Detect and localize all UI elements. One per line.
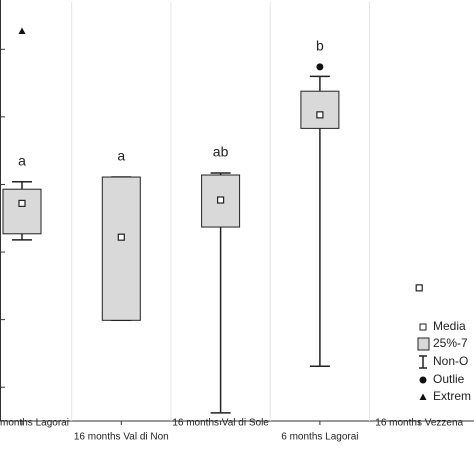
median bbox=[18, 199, 26, 207]
group-letter: b bbox=[316, 38, 324, 54]
legend-outlier bbox=[419, 376, 427, 384]
median bbox=[117, 233, 125, 241]
legend-median bbox=[419, 323, 427, 331]
legend-extreme bbox=[419, 393, 427, 400]
legend-whisker bbox=[419, 355, 427, 369]
x-tick-label: 16 months Val di Non bbox=[74, 432, 169, 443]
box bbox=[2, 188, 42, 235]
legend-label: Extrem bbox=[433, 389, 471, 403]
outlier bbox=[316, 63, 324, 71]
x-tick-label: 16 months Vezzena bbox=[375, 418, 463, 429]
median bbox=[217, 196, 225, 204]
x-tick-label: months Lagorai bbox=[0, 418, 69, 429]
box bbox=[101, 176, 141, 321]
x-tick-label: 16 months Val di Sole bbox=[172, 418, 269, 429]
x-tick-label: 6 months Lagorai bbox=[281, 432, 358, 443]
group-letter: a bbox=[18, 152, 26, 168]
group-letter: ab bbox=[213, 144, 229, 160]
median bbox=[415, 284, 423, 292]
box bbox=[300, 90, 340, 129]
extreme bbox=[18, 27, 26, 35]
legend-label: 25%-7 bbox=[433, 336, 468, 350]
median bbox=[316, 111, 324, 119]
legend-box bbox=[417, 337, 430, 351]
legend-label: Media bbox=[433, 319, 466, 333]
group-letter: a bbox=[117, 148, 125, 164]
legend-label: Non-O bbox=[433, 354, 468, 368]
legend-label: Outlie bbox=[433, 372, 465, 386]
